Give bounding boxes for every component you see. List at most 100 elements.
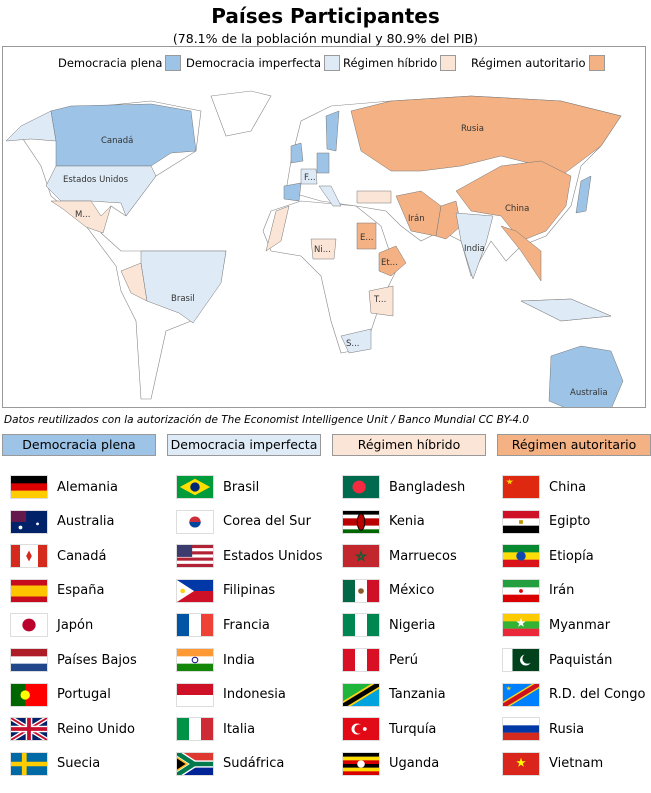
- category-imperfecta: Democracia imperfecta: [167, 434, 321, 456]
- map-label-egipto: E...: [360, 233, 373, 243]
- map-label-brasil: Brasil: [171, 294, 195, 304]
- flag-ng-icon: [342, 613, 380, 638]
- country-name: Japón: [57, 617, 94, 633]
- country-item: China: [502, 475, 586, 499]
- map-label-francia: F...: [304, 173, 316, 183]
- country-item: India: [176, 648, 255, 672]
- country-item: Perú: [342, 648, 418, 672]
- country-item: Myanmar: [502, 613, 610, 638]
- map-label-canada: Canadá: [101, 136, 133, 146]
- credit-text: Datos reutilizados con la autorización d…: [4, 414, 530, 426]
- country-indonesia: [520, 298, 612, 322]
- country-item: Tanzania: [342, 682, 446, 707]
- country-name: Italia: [223, 721, 256, 737]
- country-item: Brasil: [176, 475, 259, 499]
- country-name: Indonesia: [223, 687, 286, 703]
- country-item: Reino Unido: [10, 717, 135, 742]
- flag-kr-icon: [176, 509, 214, 534]
- flag-de-icon: [10, 475, 48, 499]
- flag-id-icon: [176, 682, 214, 707]
- country-uk: [290, 142, 304, 164]
- flag-in-icon: [176, 648, 214, 672]
- country-name: Filipinas: [223, 583, 276, 599]
- flag-us-icon: [176, 544, 214, 569]
- flag-ru-icon: [502, 717, 540, 742]
- flag-ph-icon: [176, 578, 214, 603]
- country-germany: [316, 152, 330, 174]
- flag-tz-icon: [342, 682, 380, 707]
- country-item: Turquía: [342, 717, 437, 742]
- legend-plena: Democracia plena: [58, 55, 182, 71]
- country-item: Uganda: [342, 751, 440, 776]
- country-name: Corea del Sur: [223, 514, 312, 530]
- flag-ca-icon: [10, 544, 48, 569]
- flag-gb-icon: [10, 717, 48, 742]
- map-label-usa: Estados Unidos: [63, 175, 129, 185]
- country-item: Irán: [502, 578, 574, 603]
- flag-cn-icon: [502, 475, 540, 499]
- country-item: Italia: [176, 717, 256, 742]
- land-greenland: [210, 90, 272, 137]
- country-name: Etiopía: [549, 548, 594, 564]
- country-name: India: [223, 652, 255, 668]
- country-nigeria: [310, 238, 337, 260]
- country-item: Etiopía: [502, 544, 594, 569]
- country-item: Vietnam: [502, 751, 603, 776]
- country-name: Portugal: [57, 687, 111, 703]
- country-mexico: [50, 200, 112, 234]
- country-name: Turquía: [389, 721, 437, 737]
- country-name: Uganda: [389, 756, 440, 772]
- flag-eg-icon: [502, 509, 540, 534]
- country-name: Australia: [57, 514, 115, 530]
- category-plena: Democracia plena: [2, 434, 156, 456]
- map-label-sudafrica: S...: [346, 339, 360, 349]
- country-item: Filipinas: [176, 578, 276, 603]
- country-item: R.D. del Congo: [502, 682, 645, 707]
- flag-se-icon: [10, 751, 48, 776]
- flag-za-icon: [176, 751, 214, 776]
- country-name: México: [389, 583, 435, 599]
- country-myanmar: [500, 225, 542, 282]
- country-name: Sudáfrica: [223, 756, 285, 772]
- flag-cd-icon: [502, 682, 540, 707]
- flag-pk-icon: [502, 648, 540, 672]
- flag-au-icon: [10, 509, 48, 534]
- flag-vn-icon: [502, 751, 540, 776]
- country-item: Francia: [176, 613, 270, 638]
- flag-ir-icon: [502, 578, 540, 603]
- country-item: Egipto: [502, 509, 590, 534]
- map-label-mexico: M...: [75, 210, 90, 220]
- country-canada: [50, 103, 197, 167]
- legend-swatch: [588, 55, 605, 71]
- flag-ma-icon: [342, 544, 380, 569]
- flag-ug-icon: [342, 751, 380, 776]
- legend-swatch: [440, 55, 457, 71]
- country-name: Reino Unido: [57, 721, 135, 737]
- flag-pt-icon: [10, 682, 48, 707]
- country-item: Portugal: [10, 682, 111, 707]
- country-item: Australia: [10, 509, 115, 534]
- category-hibrido: Régimen híbrido: [332, 434, 486, 456]
- country-france: [300, 168, 318, 185]
- country-japan: [575, 175, 592, 214]
- country-item: México: [342, 578, 435, 603]
- category-autoritario: Régimen autoritario: [497, 434, 651, 456]
- map-label-australia: Australia: [570, 388, 608, 398]
- flag-es-icon: [10, 578, 48, 603]
- country-name: Alemania: [57, 479, 118, 495]
- country-alaska: [5, 110, 57, 142]
- country-item: Kenia: [342, 509, 425, 534]
- country-name: Francia: [223, 617, 270, 633]
- country-name: Tanzania: [389, 687, 446, 703]
- country-australia: [548, 345, 624, 407]
- country-brazil: [140, 250, 227, 324]
- country-item: Países Bajos: [10, 648, 137, 672]
- country-name: Marruecos: [389, 548, 457, 564]
- country-name: Nigeria: [389, 617, 436, 633]
- map-label-india: India: [464, 244, 485, 254]
- country-item: Paquistán: [502, 648, 612, 672]
- page-title: Países Participantes: [211, 4, 440, 28]
- flag-et-icon: [502, 544, 540, 569]
- map-svg: Canadá Estados Unidos M... Brasil F... R…: [5, 90, 624, 407]
- page-subtitle: (78.1% de la población mundial y 80.9% d…: [172, 31, 479, 46]
